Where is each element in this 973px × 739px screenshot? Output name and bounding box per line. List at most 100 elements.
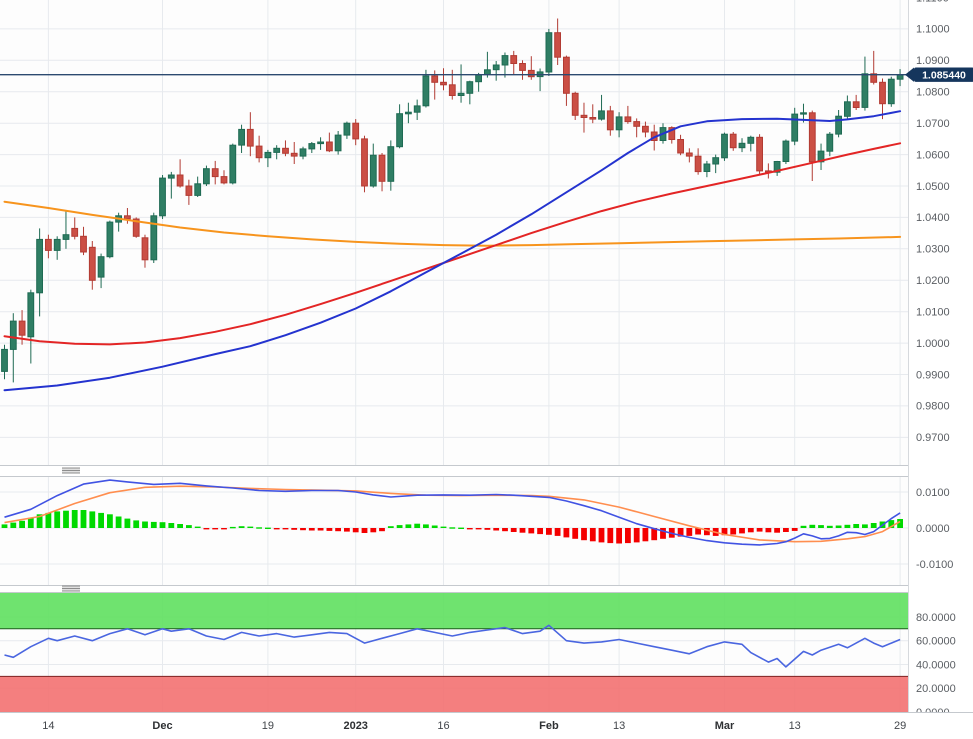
candle xyxy=(27,292,35,338)
candle xyxy=(791,113,799,142)
candle xyxy=(194,183,202,196)
rsi-line xyxy=(4,624,901,668)
price-label-box xyxy=(914,67,973,82)
histogram-bar xyxy=(572,528,579,539)
histogram-bar xyxy=(107,514,113,528)
histogram-bar xyxy=(853,524,860,528)
histogram-bar xyxy=(800,525,807,528)
time-tick-label: Dec xyxy=(152,720,172,732)
pane-separator-1[interactable] xyxy=(0,465,908,477)
histogram-bar xyxy=(63,510,69,528)
candle xyxy=(176,174,184,187)
histogram-bar xyxy=(133,520,140,528)
histogram-bar xyxy=(150,521,157,528)
histogram-bar xyxy=(809,524,816,528)
candle xyxy=(817,150,825,163)
time-axis[interactable]: 14 Dec 19 2023 16 Feb 13 Mar 13 29 xyxy=(0,712,973,739)
histogram-bar xyxy=(791,528,798,531)
axis-label: 20.0000 xyxy=(916,683,956,695)
axis-label: 1.0500 xyxy=(916,181,950,193)
candle xyxy=(405,111,412,115)
histogram-bar xyxy=(695,528,701,535)
candle xyxy=(835,115,843,135)
histogram-bar xyxy=(229,526,236,529)
pane-separator-1-gap[interactable] xyxy=(0,465,908,476)
histogram-bar xyxy=(747,528,754,533)
candle xyxy=(545,32,553,73)
candle xyxy=(18,320,26,336)
histogram-bar xyxy=(124,518,131,528)
candle xyxy=(229,144,237,184)
histogram-bar xyxy=(291,528,298,530)
histogram-bar xyxy=(142,521,148,528)
candle xyxy=(448,84,456,97)
macd-pane xyxy=(0,476,908,585)
histogram-bar xyxy=(387,526,394,528)
histogram-bar xyxy=(212,528,219,530)
axis-label: 1.0400 xyxy=(916,212,950,224)
candle xyxy=(80,235,87,253)
histogram-bar xyxy=(238,526,245,528)
candle xyxy=(167,174,175,179)
price-axis-bg[interactable] xyxy=(908,0,973,739)
drag-handle-icon[interactable] xyxy=(62,585,80,592)
pane-separator-2[interactable] xyxy=(0,585,908,593)
price-label-arrow-icon xyxy=(905,67,914,82)
histogram-bar xyxy=(589,528,596,542)
histogram-bar xyxy=(625,528,631,544)
axis-label: 80.0000 xyxy=(916,612,956,624)
ma-blue-line xyxy=(3,110,902,392)
histogram-bar xyxy=(598,528,605,543)
macd-pane-surface[interactable] xyxy=(0,476,908,585)
candle xyxy=(492,64,500,71)
axis-label: 1.0700 xyxy=(916,118,950,130)
time-tick-label: 13 xyxy=(789,720,801,732)
axis-label: 0.9900 xyxy=(916,369,950,381)
candle xyxy=(97,256,105,278)
time-axis-bg[interactable] xyxy=(0,712,973,739)
candle xyxy=(255,145,263,159)
histogram-bar xyxy=(888,520,895,528)
histogram-bar xyxy=(423,524,429,528)
candle xyxy=(264,151,272,159)
histogram-bar xyxy=(186,525,192,528)
ma-orange-line xyxy=(3,200,902,247)
candle xyxy=(457,92,465,97)
axis-label: -0.0100 xyxy=(916,559,953,571)
axis-label: 1.0000 xyxy=(916,338,950,350)
histogram-bar xyxy=(563,528,570,538)
histogram-bar xyxy=(203,528,210,530)
candle xyxy=(71,227,79,237)
candle xyxy=(9,320,17,350)
histogram-bar xyxy=(396,525,403,528)
candle xyxy=(852,101,860,109)
histogram-bar xyxy=(826,525,833,528)
candle xyxy=(203,168,210,185)
drag-handle-icon[interactable] xyxy=(62,467,80,474)
axis-label: 0.0000 xyxy=(916,523,950,535)
histogram-bar xyxy=(1,524,8,528)
time-tick-label: Feb xyxy=(539,720,559,732)
candle xyxy=(343,122,351,136)
histogram-bar xyxy=(774,528,780,533)
histogram-bar xyxy=(546,528,552,535)
axis-label: 0.9800 xyxy=(916,401,950,413)
histogram-bar xyxy=(818,525,824,528)
histogram-bar xyxy=(361,528,368,533)
histogram-bar xyxy=(177,524,183,528)
rsi-pane xyxy=(0,592,908,713)
candle xyxy=(773,161,781,173)
pane-separator-2-gap[interactable] xyxy=(0,585,908,592)
histogram-bar xyxy=(862,524,868,528)
histogram-bar xyxy=(607,528,614,544)
price-axis[interactable]: 1.1100 1.1000 1.0900 1.0800 1.0700 1.0600 1.05… xyxy=(905,0,973,739)
candle xyxy=(36,238,44,294)
histogram-bar xyxy=(528,528,535,534)
candle xyxy=(844,101,851,117)
candle xyxy=(413,105,421,113)
candle xyxy=(782,140,790,163)
candle xyxy=(88,246,96,281)
histogram-bar xyxy=(352,528,359,533)
